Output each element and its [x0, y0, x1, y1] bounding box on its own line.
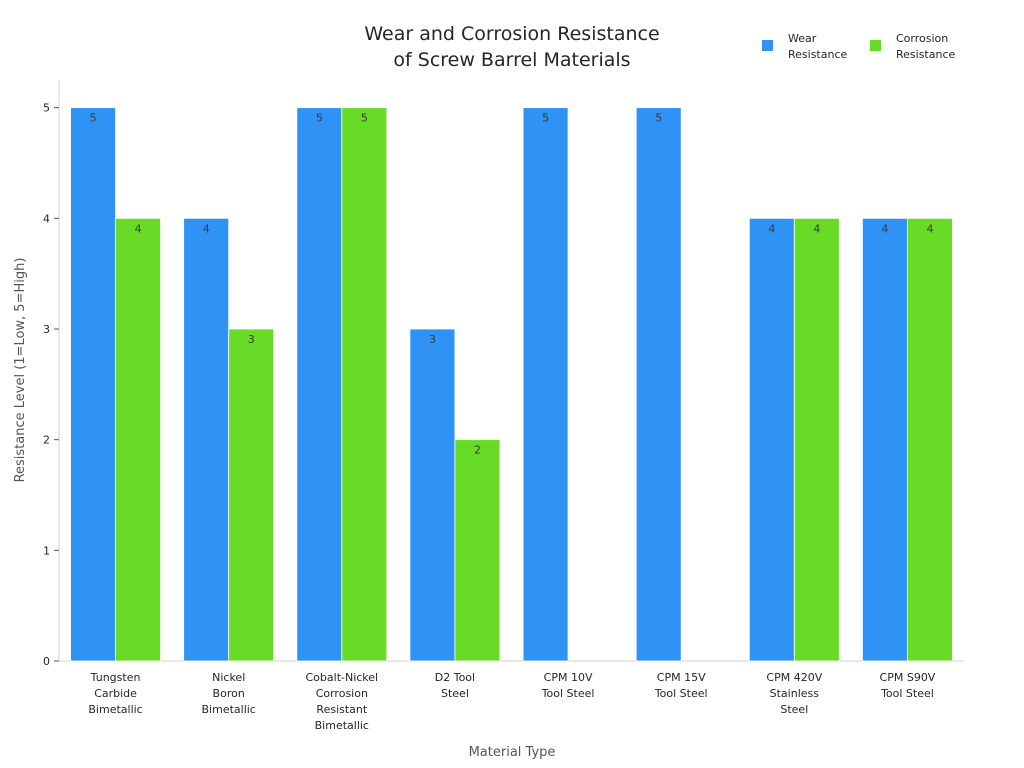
x-tick-label-line: Tool Steel	[654, 687, 708, 700]
bar	[228, 328, 275, 662]
x-tick-label: CPM 420V Stainless Steel	[766, 671, 822, 716]
data-label: 3	[429, 333, 436, 346]
x-tick-label-line: CPM 420V	[766, 671, 822, 684]
data-label: 4	[203, 222, 210, 235]
x-tick-label: D2 Tool Steel	[435, 671, 475, 700]
y-tick-label: 5	[43, 102, 50, 115]
bar	[907, 217, 953, 662]
bar	[341, 107, 388, 662]
data-label: 3	[248, 333, 255, 346]
bar	[115, 217, 161, 662]
x-tick-label: Cobalt-Nickel Corrosion Resistant Bimetalli…	[306, 671, 379, 732]
legend-label: Corrosion Resistance	[896, 32, 956, 61]
data-labels: 5 4 5 3 5 5 4 4 4 3 5 2 4 4	[90, 112, 934, 457]
bar	[409, 328, 456, 662]
chart-title-text-line: Wear and Corrosion Resistance	[364, 23, 659, 45]
x-tick-label: CPM S90V Tool Steel	[880, 671, 936, 700]
bar	[522, 107, 569, 662]
data-label: 5	[655, 112, 662, 125]
x-tick-label-line: Tool Steel	[541, 687, 595, 700]
data-label: 4	[768, 222, 775, 235]
x-axis-title: Material Type	[469, 745, 556, 760]
y-tick-label: 3	[43, 323, 50, 336]
data-label: 4	[926, 222, 933, 235]
x-tick-label-line: Tool Steel	[880, 687, 934, 700]
legend-swatch	[762, 40, 773, 51]
x-tick-label-line: Nickel	[212, 671, 245, 684]
legend-label-line: Corrosion	[896, 32, 948, 45]
legend: Wear Resistance Corrosion Resistance	[762, 32, 956, 61]
x-tick-label-line: Stainless	[770, 687, 820, 700]
legend-label-line: Resistance	[896, 48, 956, 61]
x-tick-label-line: Resistant	[316, 703, 367, 716]
x-tick-label-line: Bimetallic	[88, 703, 142, 716]
y-tick-label: 4	[43, 212, 50, 225]
bar	[862, 217, 908, 662]
legend-swatch	[870, 40, 881, 51]
y-axis-title: Resistance Level (1=Low, 5=High)	[13, 258, 28, 483]
data-label: 4	[135, 222, 142, 235]
bar	[635, 107, 682, 662]
data-label: 5	[542, 112, 549, 125]
data-label: 4	[813, 222, 820, 235]
data-label: 2	[474, 444, 481, 457]
chart-title-text: Wear and Corrosion Resistance of Screw Ba…	[364, 23, 659, 71]
x-tick-label-line: Boron	[213, 687, 245, 700]
data-label: 5	[316, 112, 323, 125]
x-tick-label-line: Steel	[441, 687, 469, 700]
legend-label-line: Resistance	[788, 48, 848, 61]
bars	[70, 107, 953, 662]
data-label: 5	[361, 112, 368, 125]
x-tick-label-line: CPM 15V	[657, 671, 706, 684]
x-tick-label-line: Bimetallic	[315, 719, 369, 732]
x-tick-label: Nickel Boron Bimetallic	[202, 671, 256, 716]
legend-label: Wear Resistance	[788, 32, 848, 61]
y-tick-label: 0	[43, 655, 50, 668]
y-tick-label: 1	[43, 544, 50, 557]
bar	[748, 217, 795, 662]
y-tick-label: 2	[43, 434, 50, 447]
bar	[296, 107, 343, 662]
bar	[183, 217, 230, 662]
x-tick-label: Tungsten Carbide Bimetallic	[88, 671, 142, 716]
x-tick-label-line: Cobalt-Nickel	[306, 671, 379, 684]
x-tick-label-line: Corrosion	[316, 687, 368, 700]
x-tick-label-line: Tungsten	[90, 671, 141, 684]
x-tick-label-line: Bimetallic	[202, 703, 256, 716]
x-tick-label: CPM 15V Tool Steel	[654, 671, 708, 700]
x-tick-label-line: Carbide	[94, 687, 137, 700]
bar	[454, 439, 501, 662]
chart-title-text-line: of Screw Barrel Materials	[393, 49, 630, 71]
x-tick-label-line: Steel	[780, 703, 808, 716]
bar	[70, 107, 116, 662]
data-label: 4	[881, 222, 888, 235]
axes: 0 1 2 3 4 5 Tungsten Carbide Bimetallic Nickel Bor…	[43, 80, 964, 732]
x-tick-label-line: D2 Tool	[435, 671, 475, 684]
x-tick-label-line: CPM 10V	[544, 671, 593, 684]
x-tick-label: CPM 10V Tool Steel	[541, 671, 595, 700]
chart-title: Wear and Corrosion Resistance of Screw Ba…	[364, 23, 659, 71]
bar	[793, 217, 840, 662]
data-label: 5	[90, 112, 97, 125]
x-tick-label-line: CPM S90V	[880, 671, 936, 684]
legend-label-line: Wear	[788, 32, 817, 45]
